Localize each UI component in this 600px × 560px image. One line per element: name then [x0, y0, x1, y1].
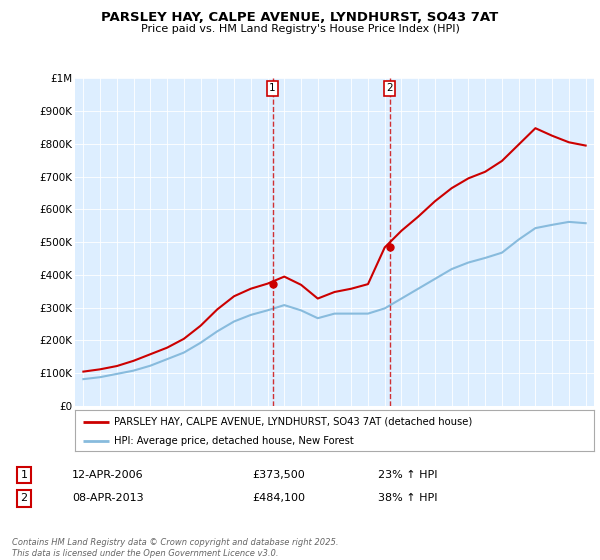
- Text: PARSLEY HAY, CALPE AVENUE, LYNDHURST, SO43 7AT: PARSLEY HAY, CALPE AVENUE, LYNDHURST, SO…: [101, 11, 499, 24]
- Text: 2: 2: [20, 493, 28, 503]
- Text: 1: 1: [20, 470, 28, 480]
- Text: 12-APR-2006: 12-APR-2006: [72, 470, 143, 480]
- Text: £373,500: £373,500: [252, 470, 305, 480]
- Text: 2: 2: [386, 83, 393, 93]
- Text: HPI: Average price, detached house, New Forest: HPI: Average price, detached house, New …: [114, 436, 353, 446]
- Text: 1: 1: [269, 83, 276, 93]
- Text: Contains HM Land Registry data © Crown copyright and database right 2025.
This d: Contains HM Land Registry data © Crown c…: [12, 538, 338, 558]
- Text: 08-APR-2013: 08-APR-2013: [72, 493, 143, 503]
- Text: £484,100: £484,100: [252, 493, 305, 503]
- Text: 23% ↑ HPI: 23% ↑ HPI: [378, 470, 437, 480]
- Text: Price paid vs. HM Land Registry's House Price Index (HPI): Price paid vs. HM Land Registry's House …: [140, 24, 460, 34]
- Text: 38% ↑ HPI: 38% ↑ HPI: [378, 493, 437, 503]
- Text: PARSLEY HAY, CALPE AVENUE, LYNDHURST, SO43 7AT (detached house): PARSLEY HAY, CALPE AVENUE, LYNDHURST, SO…: [114, 417, 472, 427]
